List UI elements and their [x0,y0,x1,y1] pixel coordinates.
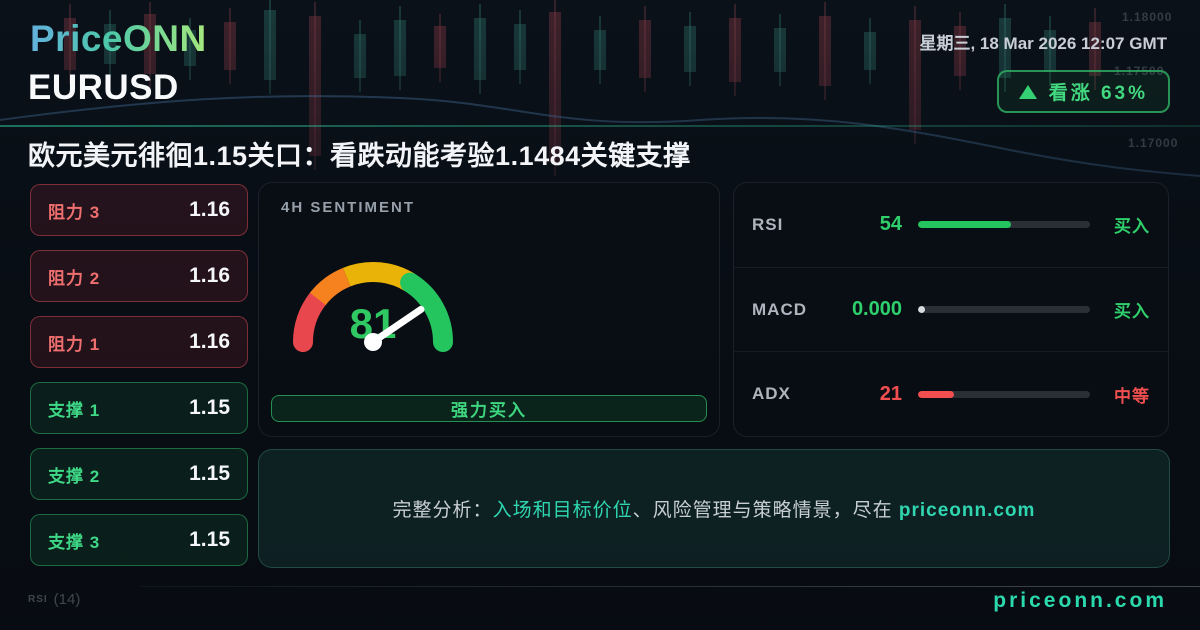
level-value: 1.16 [189,330,230,353]
indicator-row-rsi: RSI 54 买入 [734,183,1168,268]
bg-indicator-label: RSI (14) [28,591,81,608]
indicators-panel: RSI 54 买入 MACD 0.000 买入 ADX 21 中等 [733,182,1169,437]
bg-price-label: 1.17000 [1128,136,1179,150]
indicator-name: MACD [752,299,807,319]
bg-price-label: 1.18000 [1122,10,1173,24]
banner-site-link[interactable]: priceonn.com [898,500,1036,521]
indicator-bar [918,390,1090,398]
level-value: 1.15 [189,462,230,485]
indicator-bar-fill [918,390,955,398]
level-label: 阻力 1 [48,334,101,354]
gauge-hub [364,333,382,351]
bg-indicator-period: (14) [53,591,81,608]
sentiment-verdict-label: 强力买入 [451,401,527,420]
headline: 欧元美元徘徊1.15关口：看跌动能考验1.1484关键支撑 [28,141,691,171]
symbol-title: EURUSD [28,68,179,107]
indicator-value: 21 [879,382,902,405]
level-value: 1.15 [189,528,230,551]
footer-website-link[interactable]: priceonn.com [993,589,1167,612]
bias-badge: 看涨 63% [996,70,1170,113]
banner-prefix: 完整分析： [392,500,493,521]
indicator-name: ADX [752,384,791,404]
indicator-value: 54 [879,213,902,236]
bias-badge-label: 看涨 63% [1048,83,1148,104]
indicator-row-macd: MACD 0.000 买入 [734,268,1168,353]
header-divider [0,125,1200,127]
level-value: 1.16 [189,264,230,287]
cta-banner: 完整分析：入场和目标价位、风险管理与策略情景，尽在 priceonn.com [258,449,1170,568]
level-label: 支撑 2 [48,466,101,486]
indicator-bar-fill [918,221,1011,229]
indicator-bar [918,306,1090,313]
sentiment-verdict-pill: 强力买入 [271,395,707,422]
sentiment-title: 4H SENTIMENT [281,199,416,216]
level-row-support-2: 支撑 2 1.15 [30,448,248,500]
up-triangle-icon [1018,84,1037,99]
level-label: 阻力 3 [48,202,101,222]
level-row-support-3: 支撑 3 1.15 [30,514,248,566]
indicator-row-adx: ADX 21 中等 [734,352,1168,436]
indicator-bar [918,221,1090,229]
indicator-bar-fill [918,306,925,313]
level-row-resistance-2: 阻力 2 1.16 [30,250,248,302]
banner-middle: 、风险管理与策略情景，尽在 [632,500,899,521]
level-row-resistance-3: 阻力 3 1.16 [30,184,248,236]
indicator-signal: 买入 [1114,302,1150,321]
banner-highlight-link[interactable]: 入场和目标价位 [492,500,633,521]
level-value: 1.15 [189,396,230,419]
sentiment-card: 4H SENTIMENT 81 强力买入 [258,182,720,437]
brand-logo: PriceONN [30,18,207,59]
level-row-resistance-1: 阻力 1 1.16 [30,316,248,368]
sentiment-gauge: 81 [292,262,454,352]
level-row-support-1: 支撑 1 1.15 [30,382,248,434]
level-label: 支撑 1 [48,400,101,420]
indicator-signal: 中等 [1114,386,1150,406]
level-value: 1.16 [189,198,230,221]
gauge-needle [369,305,425,346]
datetime-label: 星期三, 18 Mar 2026 12:07 GMT [919,34,1167,53]
level-label: 支撑 3 [48,532,101,552]
indicator-value: 0.000 [851,298,902,320]
indicator-name: RSI [752,214,784,234]
level-label: 阻力 2 [48,268,101,288]
indicator-signal: 买入 [1114,217,1150,237]
background-divider [140,586,1200,587]
